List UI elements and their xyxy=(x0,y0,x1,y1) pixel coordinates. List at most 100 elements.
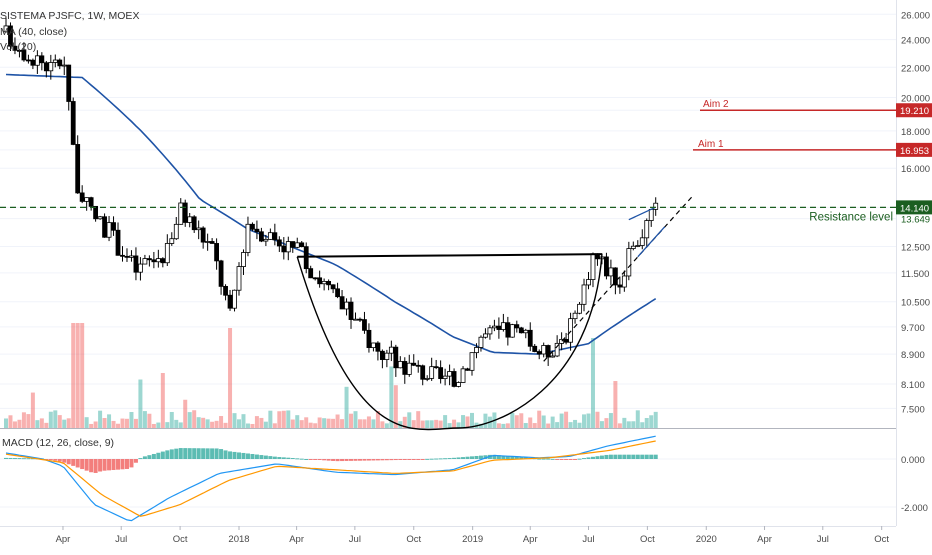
volume-bar xyxy=(210,421,215,428)
macd-tick-label: -2.000 xyxy=(901,503,928,514)
candle xyxy=(57,59,63,67)
macd-hist-bar xyxy=(340,459,345,462)
macd-hist-bar xyxy=(277,457,282,459)
volume-bar xyxy=(357,419,362,428)
macd-hist-bar xyxy=(407,459,412,460)
macd-hist-bar xyxy=(447,458,452,460)
volume-bar xyxy=(187,412,192,428)
volume-bar xyxy=(559,413,564,428)
channel-upper xyxy=(628,206,656,221)
candle xyxy=(568,318,573,343)
macd-hist-bar xyxy=(443,458,448,460)
macd-hist-bar xyxy=(564,459,569,460)
candle xyxy=(545,345,551,358)
cup-arc xyxy=(296,254,603,431)
volume-bar xyxy=(366,416,371,428)
volume-bar xyxy=(411,420,416,428)
volume-bar xyxy=(53,410,58,428)
volume-bar xyxy=(142,411,147,428)
ma-legend[interactable]: MA (40, close) xyxy=(0,25,68,38)
candle xyxy=(406,362,412,375)
macd-hist-bar xyxy=(263,455,268,459)
macd-hist-bar xyxy=(617,454,622,459)
macd-hist-bar xyxy=(425,458,430,460)
candle xyxy=(17,49,22,52)
price-tick-label: 12.500 xyxy=(901,242,930,253)
macd-hist-bar xyxy=(84,459,89,471)
volume-bar xyxy=(599,421,604,428)
volume-legend[interactable]: Vol (20) xyxy=(0,41,37,53)
macd-hist-bar xyxy=(362,459,367,461)
volume-bar xyxy=(89,423,94,428)
candle xyxy=(79,192,85,202)
candle xyxy=(61,64,67,67)
macd-hist-bar xyxy=(93,459,98,473)
macd-hist-bar xyxy=(133,459,138,463)
price-badge-label: 19.210 xyxy=(900,106,929,117)
volume-bar xyxy=(478,423,483,428)
volume-bar xyxy=(237,419,241,428)
candle xyxy=(505,322,511,338)
macd-hist-bar xyxy=(456,457,461,459)
macd-hist-bar xyxy=(546,458,551,460)
macd-hist-bar xyxy=(559,459,564,460)
candle xyxy=(75,144,81,194)
macd-hist-bar xyxy=(313,459,318,460)
macd-hist-bar xyxy=(573,459,578,460)
macd-legend[interactable]: MACD (12, 26, close, 9) xyxy=(2,437,115,449)
candle xyxy=(550,355,556,358)
candle xyxy=(124,255,130,258)
candle xyxy=(200,227,206,243)
candle xyxy=(496,325,502,330)
macd-hist-bar xyxy=(501,455,506,459)
volume-bar xyxy=(389,366,394,428)
volume-bar xyxy=(649,415,654,428)
candle xyxy=(353,318,358,321)
volume-bar xyxy=(496,423,501,428)
candle xyxy=(209,241,215,244)
volume-bar xyxy=(523,423,528,428)
volume-bar xyxy=(174,419,179,428)
macd-hist-bar xyxy=(438,458,443,460)
volume-bar xyxy=(604,418,609,428)
indicator-lines xyxy=(5,73,657,522)
price-tick-label: 24.000 xyxy=(901,36,930,47)
candle xyxy=(465,368,470,371)
time-tick-label: Oct xyxy=(173,534,188,545)
symbol-title: SISTEMA PJSFC, 1W, MOEX xyxy=(0,10,140,22)
volume-bar xyxy=(335,414,340,428)
macd-hist-bar xyxy=(416,459,421,460)
macd-hist-bar xyxy=(295,458,300,460)
volume-bar xyxy=(8,415,13,428)
macd-hist-bar xyxy=(599,455,604,459)
candle xyxy=(397,361,403,369)
macd-hist-bar xyxy=(331,459,336,461)
macd-hist-bar xyxy=(653,454,658,459)
volume-bar xyxy=(192,410,197,428)
candle xyxy=(384,352,390,360)
macd-hist-bar xyxy=(590,456,595,459)
price-tick-label: 18.000 xyxy=(901,127,930,138)
candle xyxy=(245,223,251,253)
macd-hist-bar xyxy=(317,459,322,460)
volume-bar xyxy=(528,417,533,428)
volume-bar xyxy=(429,420,434,428)
volume-bar xyxy=(590,338,595,428)
volume-bar xyxy=(595,411,600,428)
candle xyxy=(554,342,560,357)
macd-hist-bar xyxy=(649,454,654,459)
macd-hist-bar xyxy=(241,452,246,459)
candle xyxy=(326,281,332,286)
macd-hist-bar xyxy=(71,459,76,466)
candle xyxy=(487,327,493,335)
macd-hist-bar xyxy=(17,458,22,460)
price-tick-label: 8.900 xyxy=(901,350,925,361)
volume-bar xyxy=(331,418,336,428)
volume-bar xyxy=(514,415,519,428)
macd-hist-bar xyxy=(66,459,71,465)
candle xyxy=(424,377,430,380)
macd-hist-bar xyxy=(116,459,121,470)
volume-bar xyxy=(541,415,546,428)
